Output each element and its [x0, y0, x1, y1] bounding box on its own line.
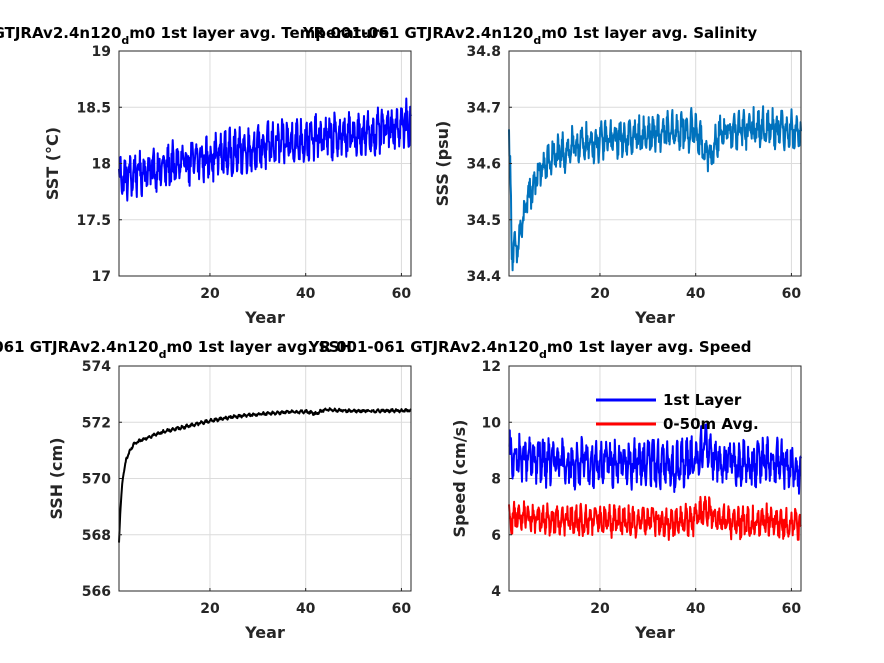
x-tick-label: 20 [200, 601, 220, 617]
y-tick-label: 572 [82, 415, 111, 431]
y-tick-label: 568 [82, 528, 111, 544]
x-tick-label: 40 [296, 601, 316, 617]
x-axis-label: Year [244, 623, 285, 642]
data-series-line-1st-layer [508, 423, 802, 495]
chart-panel-2: 20 40 60 34.4 34.5 34.6 34.7 34.8 Year SSS (psu) Y… [302, 24, 802, 327]
chart-title-tail: m0 1st layer avg. SSH [166, 338, 351, 356]
y-axis-label: SST (°C) [43, 127, 62, 200]
chart-panel-4: 20 40 60 4 6 8 10 12 Year Speed (cm/s) YR 001-061 … [307, 338, 802, 642]
y-tick-label: 34.6 [466, 157, 501, 173]
y-axis-label: SSS (psu) [433, 121, 452, 207]
chart-title: YR 001-061 GTJRAv2.4n120dm0 1st layer av… [0, 338, 352, 361]
x-tick-label: 20 [590, 286, 610, 302]
data-series-line-0-50m-avg [508, 495, 802, 541]
chart-title: YR 001-061 GTJRAv2.4n120dm0 1st layer av… [0, 24, 389, 47]
x-tick-label: 40 [686, 286, 706, 302]
chart-title-main: YR 001-061 GTJRAv2.4n120 [302, 24, 534, 42]
chart-title: YR 001-061 GTJRAv2.4n120dm0 1st layer av… [302, 24, 758, 47]
chart-title-main: YR 001-061 GTJRAv2.4n120 [307, 338, 539, 356]
y-tick-label: 34.5 [466, 213, 501, 229]
x-tick-label: 40 [686, 601, 706, 617]
chart-panel-3: 20 40 60 566 568 570 572 574 Year SSH (cm) YR 001-… [0, 338, 412, 642]
y-tick-label: 6 [491, 528, 501, 544]
y-tick-label: 570 [82, 472, 111, 488]
x-axis-label: Year [634, 623, 675, 642]
chart-title-tail: m0 1st layer avg. Salinity [541, 24, 757, 42]
data-series-line [508, 105, 802, 272]
x-tick-label: 60 [782, 286, 802, 302]
y-tick-label: 566 [82, 584, 111, 600]
chart-title-subscript: d [533, 34, 541, 47]
y-tick-label: 19 [92, 44, 111, 60]
x-axis-label: Year [244, 308, 285, 327]
x-tick-label: 60 [782, 601, 802, 617]
y-tick-label: 10 [482, 415, 502, 431]
chart-title-main: YR 001-061 GTJRAv2.4n120 [0, 24, 121, 42]
x-tick-label: 20 [590, 601, 610, 617]
y-tick-label: 4 [491, 584, 501, 600]
y-tick-label: 18 [92, 157, 111, 173]
y-tick-label: 17 [92, 269, 111, 285]
x-tick-label: 60 [392, 601, 412, 617]
y-tick-label: 34.8 [466, 44, 501, 60]
chart-title-tail: m0 1st layer avg. Temperature [129, 24, 389, 42]
y-tick-label: 34.4 [466, 269, 501, 285]
chart-title-main: YR 001-061 GTJRAv2.4n120 [0, 338, 159, 356]
chart-panel-1: 20 40 60 17 17.5 18 18.5 19 Year SST (°C) YR 001-0… [0, 24, 412, 327]
x-axis-label: Year [634, 308, 675, 327]
legend: 1st Layer 0-50m Avg. [596, 391, 759, 433]
legend-label: 0-50m Avg. [663, 415, 759, 433]
y-tick-label: 18.5 [76, 100, 111, 116]
x-tick-label: 60 [392, 286, 412, 302]
chart-title-subscript: d [159, 348, 167, 361]
x-tick-label: 20 [200, 286, 220, 302]
legend-label: 1st Layer [663, 391, 742, 409]
chart-title-tail: m0 1st layer avg. Speed [547, 338, 752, 356]
y-axis-label: SSH (cm) [47, 437, 66, 519]
x-tick-label: 40 [296, 286, 316, 302]
y-tick-label: 17.5 [76, 213, 111, 229]
chart-title-subscript: d [539, 348, 547, 361]
data-series-line [118, 407, 412, 543]
y-tick-label: 34.7 [466, 100, 501, 116]
y-axis-label: Speed (cm/s) [450, 420, 469, 538]
chart-title: YR 001-061 GTJRAv2.4n120dm0 1st layer av… [307, 338, 751, 361]
y-tick-label: 574 [82, 359, 111, 375]
chart-title-subscript: d [121, 34, 129, 47]
y-tick-label: 12 [482, 359, 501, 375]
y-tick-label: 8 [491, 472, 501, 488]
data-series-line [118, 97, 412, 202]
